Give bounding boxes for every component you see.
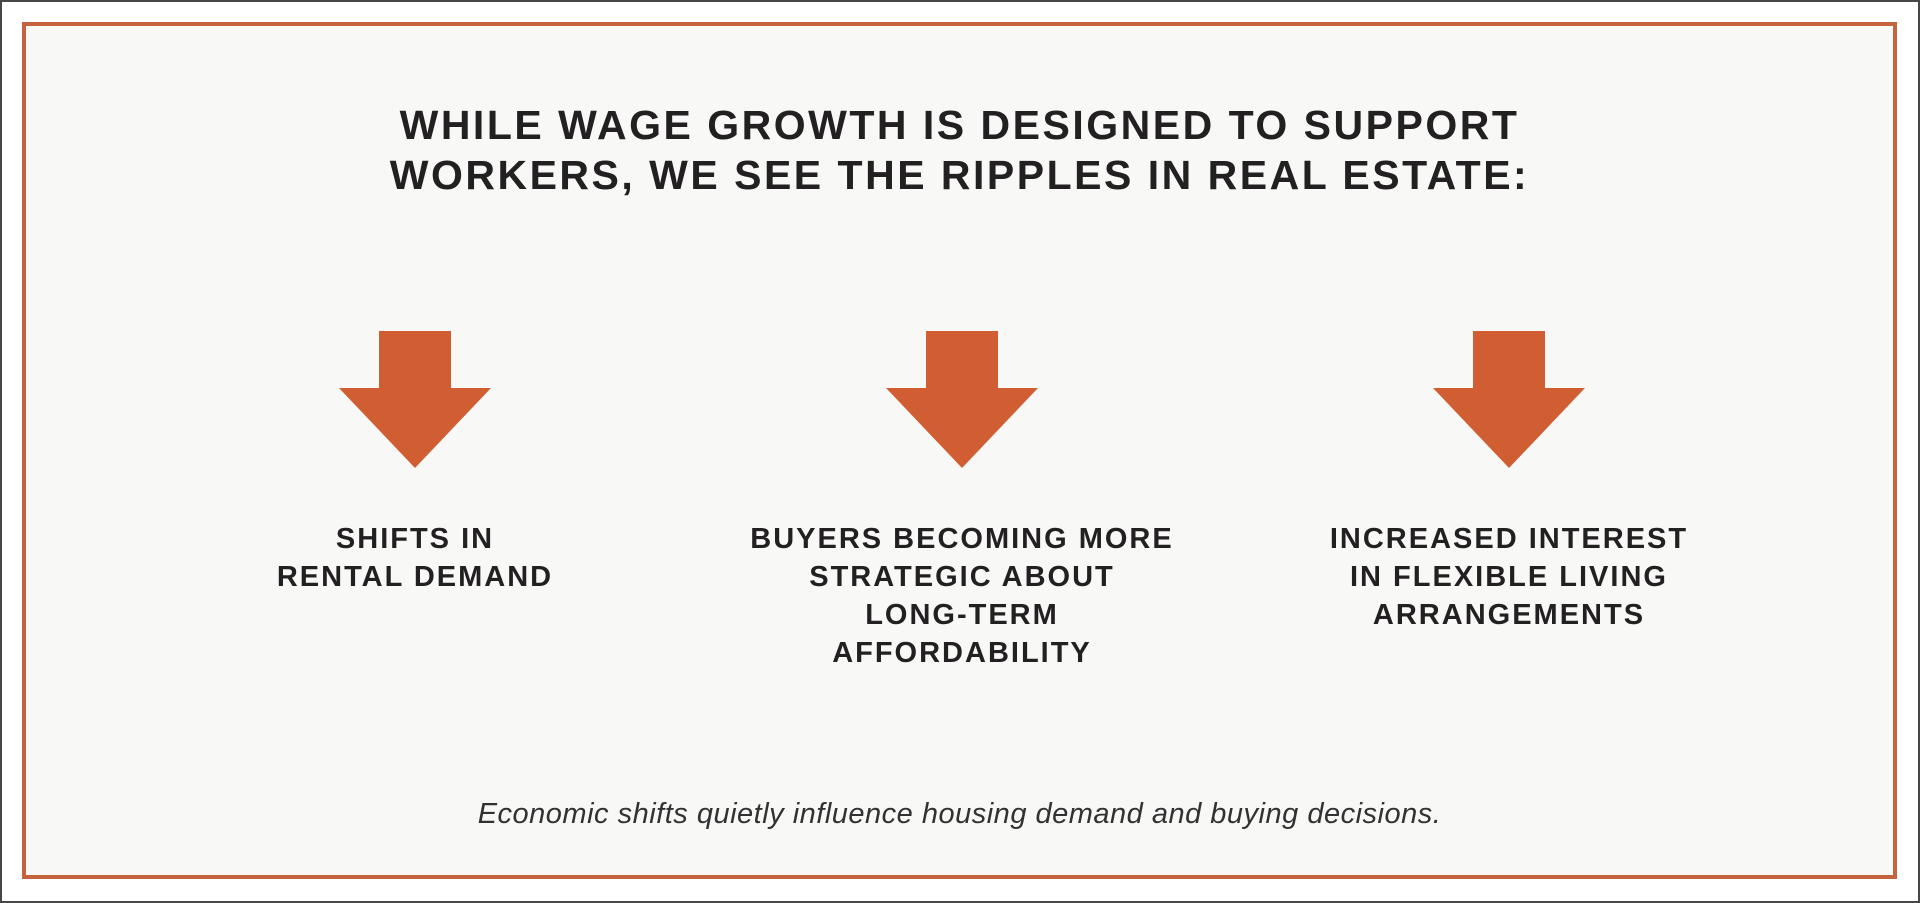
ripple-columns: SHIFTS IN RENTAL DEMAND BUYERS BECOMING … xyxy=(26,331,1893,672)
down-arrow-icon xyxy=(1433,331,1585,468)
caption-flexible-living: INCREASED INTEREST IN FLEXIBLE LIVING AR… xyxy=(1329,523,1689,631)
column-flexible-living: INCREASED INTEREST IN FLEXIBLE LIVING AR… xyxy=(1269,331,1749,672)
caption-rental-demand: SHIFTS IN RENTAL DEMAND xyxy=(276,523,554,593)
column-buyer-strategy: BUYERS BECOMING MORE STRATEGIC ABOUT LON… xyxy=(722,331,1202,672)
caption-buyer-strategy: BUYERS BECOMING MORE STRATEGIC ABOUT LON… xyxy=(750,523,1174,669)
down-arrow-icon xyxy=(339,331,491,468)
column-rental-demand: SHIFTS IN RENTAL DEMAND xyxy=(175,331,655,672)
bordered-panel: WHILE WAGE GROWTH IS DESIGNED TO SUPPORT… xyxy=(22,22,1897,879)
footer-note: Economic shifts quietly influence housin… xyxy=(477,798,1442,830)
down-arrow-icon xyxy=(886,331,1038,468)
page-title: WHILE WAGE GROWTH IS DESIGNED TO SUPPORT… xyxy=(389,102,1530,198)
